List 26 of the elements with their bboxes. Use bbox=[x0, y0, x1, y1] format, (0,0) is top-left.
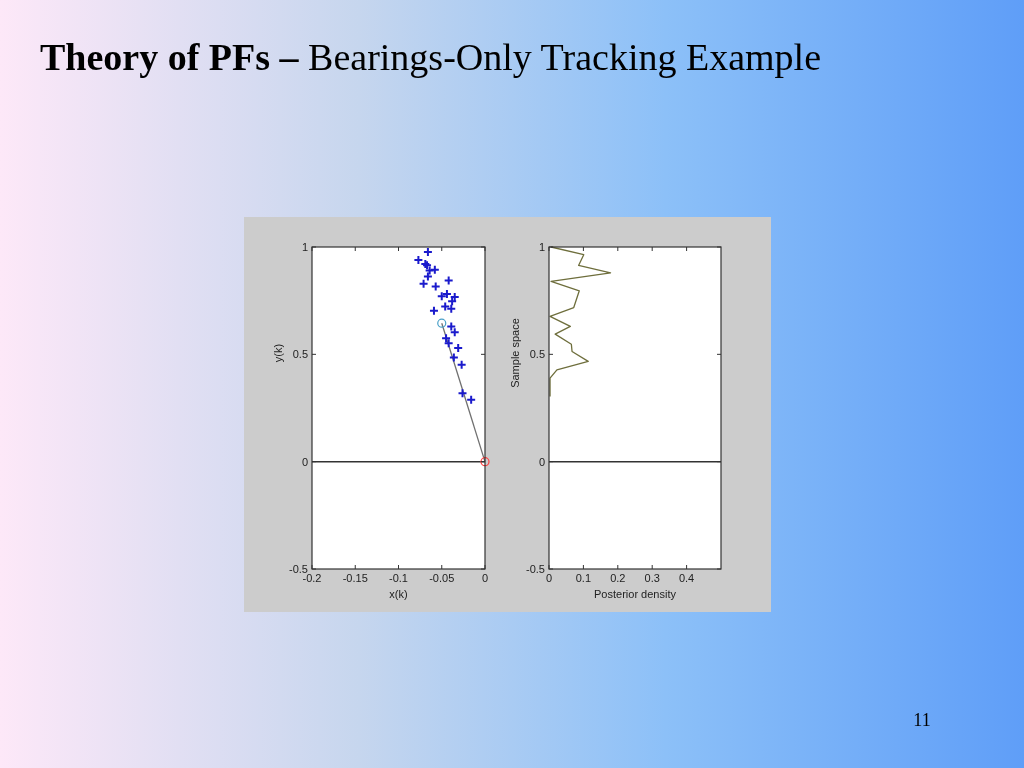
y-tick-label: 0 bbox=[538, 455, 545, 468]
y-axis-title: y(k) bbox=[272, 343, 284, 363]
x-tick-label: -0.05 bbox=[429, 572, 455, 584]
point bbox=[437, 318, 447, 328]
x-tick-label: -0.15 bbox=[342, 572, 368, 584]
x-axis-title: x(k) bbox=[389, 588, 408, 600]
x-tick-label: 0.3 bbox=[644, 572, 660, 584]
x-tick-label: -0.1 bbox=[389, 572, 408, 584]
x-tick-label: 0.2 bbox=[610, 572, 626, 584]
y-tick-label: 0.5 bbox=[292, 348, 308, 361]
x-tick-label: 0.1 bbox=[575, 572, 592, 584]
y-tick-label: 1 bbox=[301, 241, 308, 253]
x-tick-label: 0 bbox=[481, 572, 489, 584]
x-axis-title: Posterior density bbox=[594, 588, 677, 600]
chart-title: Theory of PFs – Bearings-Only Tracking Example bbox=[40, 36, 822, 78]
y-tick-label: 0 bbox=[301, 455, 308, 468]
y-tick-label: -0.5 bbox=[526, 563, 545, 575]
y-tick-label: 1 bbox=[538, 241, 545, 253]
y-axis-title: Sample space bbox=[509, 318, 521, 388]
y-tick-label: 0.5 bbox=[529, 348, 545, 361]
line-series bbox=[549, 246, 612, 398]
point bbox=[480, 457, 490, 467]
x-tick-label: 0.4 bbox=[678, 572, 695, 584]
y-tick-label: -0.5 bbox=[289, 563, 308, 575]
x-tick-label: -0.2 bbox=[302, 572, 322, 584]
text: 11 bbox=[913, 710, 931, 730]
